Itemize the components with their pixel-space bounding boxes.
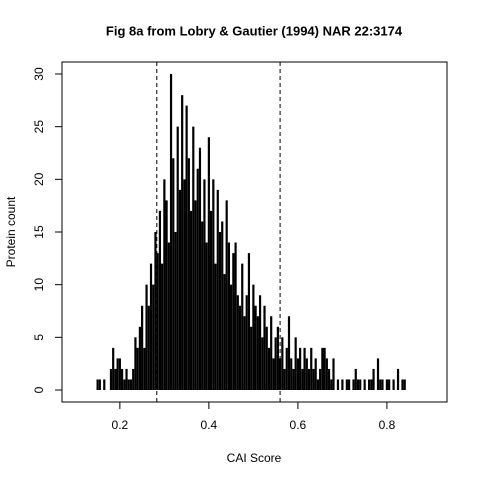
x-tick-label: 0.8: [379, 418, 396, 432]
y-tick-label: 20: [32, 172, 46, 186]
y-tick-label: 10: [32, 278, 46, 292]
chart-title: Fig 8a from Lobry & Gautier (1994) NAR 2…: [106, 23, 403, 38]
y-tick-label: 5: [32, 334, 46, 341]
y-tick-label: 0: [32, 386, 46, 393]
x-axis-label: CAI Score: [227, 451, 282, 465]
y-tick-label: 15: [32, 225, 46, 239]
y-tick-label: 25: [32, 120, 46, 134]
x-tick-label: 0.6: [290, 418, 307, 432]
y-tick-label: 30: [32, 67, 46, 81]
x-tick-label: 0.2: [112, 418, 129, 432]
x-tick-label: 0.4: [201, 418, 218, 432]
y-axis-label: Protein count: [4, 196, 18, 267]
